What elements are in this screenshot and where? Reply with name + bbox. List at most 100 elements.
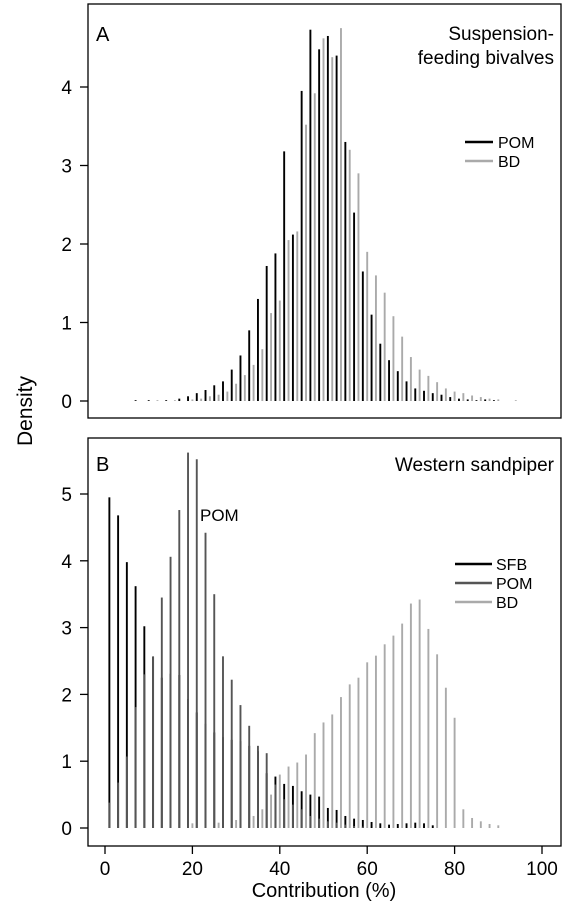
y-axis-title: Density bbox=[14, 375, 37, 446]
bar bbox=[488, 823, 491, 828]
bar bbox=[383, 644, 386, 828]
bar bbox=[348, 149, 351, 401]
panel-title-line: feeding bivalves bbox=[418, 48, 554, 69]
y-tick-label: 4 bbox=[61, 552, 72, 573]
bar bbox=[409, 603, 412, 828]
bar bbox=[383, 292, 386, 401]
bar bbox=[440, 394, 443, 401]
bar bbox=[471, 395, 474, 401]
bar bbox=[348, 684, 351, 828]
y-tick-label: 1 bbox=[61, 752, 72, 773]
bar bbox=[257, 298, 259, 401]
bar bbox=[326, 807, 329, 828]
bar bbox=[152, 656, 155, 828]
bar bbox=[361, 819, 364, 828]
bar bbox=[239, 355, 242, 401]
bar bbox=[479, 397, 482, 401]
bar bbox=[462, 809, 465, 828]
bar bbox=[165, 400, 168, 401]
bar bbox=[353, 818, 356, 828]
bar bbox=[444, 388, 447, 401]
bar bbox=[318, 818, 321, 828]
bar bbox=[436, 382, 439, 401]
bar bbox=[366, 251, 369, 401]
bar bbox=[125, 756, 128, 828]
bar bbox=[427, 375, 430, 401]
y-tick-label: 0 bbox=[61, 392, 72, 413]
bar-annotation: POM bbox=[200, 506, 239, 525]
series-pom bbox=[108, 452, 364, 828]
bar bbox=[453, 391, 456, 401]
bar bbox=[248, 725, 251, 828]
x-tick-label: 60 bbox=[357, 859, 378, 880]
bar bbox=[187, 452, 189, 828]
bar bbox=[414, 822, 417, 828]
bar bbox=[423, 823, 425, 828]
bar bbox=[392, 316, 395, 401]
bar bbox=[108, 497, 111, 828]
bar bbox=[331, 714, 334, 828]
bar bbox=[309, 29, 312, 401]
bar bbox=[287, 240, 290, 401]
bar bbox=[208, 396, 211, 401]
bar bbox=[235, 383, 238, 401]
bar bbox=[479, 821, 482, 828]
plot-frame bbox=[87, 437, 562, 847]
bar bbox=[257, 745, 259, 828]
bar bbox=[335, 822, 338, 828]
bar bbox=[309, 794, 312, 828]
bar bbox=[243, 375, 246, 401]
bar bbox=[213, 594, 216, 828]
bar bbox=[204, 390, 207, 401]
bar bbox=[492, 400, 495, 401]
bar bbox=[147, 400, 150, 401]
bar bbox=[160, 597, 163, 828]
bar bbox=[374, 275, 377, 401]
y-tick-label: 3 bbox=[61, 157, 72, 178]
bar bbox=[278, 774, 281, 828]
bar bbox=[322, 38, 325, 402]
bar bbox=[366, 662, 369, 828]
x-tick-label: 0 bbox=[100, 859, 111, 880]
bar bbox=[296, 231, 299, 401]
bar bbox=[134, 400, 137, 401]
bar bbox=[418, 599, 421, 828]
bar bbox=[344, 815, 347, 828]
bar bbox=[270, 313, 273, 401]
bar bbox=[270, 794, 273, 828]
bar bbox=[379, 823, 382, 828]
bar bbox=[156, 400, 159, 401]
bar bbox=[252, 815, 255, 828]
y-tick-label: 2 bbox=[61, 685, 72, 706]
bar bbox=[248, 330, 251, 401]
y-tick-label: 4 bbox=[61, 78, 72, 99]
panel-letter: B bbox=[96, 454, 109, 476]
bar bbox=[453, 717, 456, 828]
bar bbox=[195, 393, 198, 401]
bar bbox=[178, 398, 181, 401]
bar bbox=[335, 55, 338, 401]
bar bbox=[396, 371, 399, 401]
bar bbox=[191, 399, 194, 401]
bar bbox=[370, 314, 373, 401]
bar bbox=[191, 823, 194, 828]
bar bbox=[283, 151, 286, 401]
bar bbox=[204, 532, 207, 828]
bar bbox=[261, 349, 264, 401]
bar bbox=[484, 399, 487, 401]
panel-title-line: Western sandpiper bbox=[395, 455, 555, 476]
bar bbox=[318, 49, 321, 401]
x-axis-title: Contribution (%) bbox=[252, 880, 397, 902]
bar bbox=[108, 802, 111, 828]
bar bbox=[252, 364, 255, 401]
bar bbox=[296, 762, 299, 828]
bar bbox=[466, 399, 469, 401]
bar bbox=[187, 396, 189, 401]
bar bbox=[414, 388, 417, 401]
bar bbox=[379, 343, 382, 401]
bar bbox=[305, 124, 307, 402]
bar bbox=[361, 826, 364, 828]
bar bbox=[374, 655, 377, 828]
bar bbox=[344, 141, 347, 401]
